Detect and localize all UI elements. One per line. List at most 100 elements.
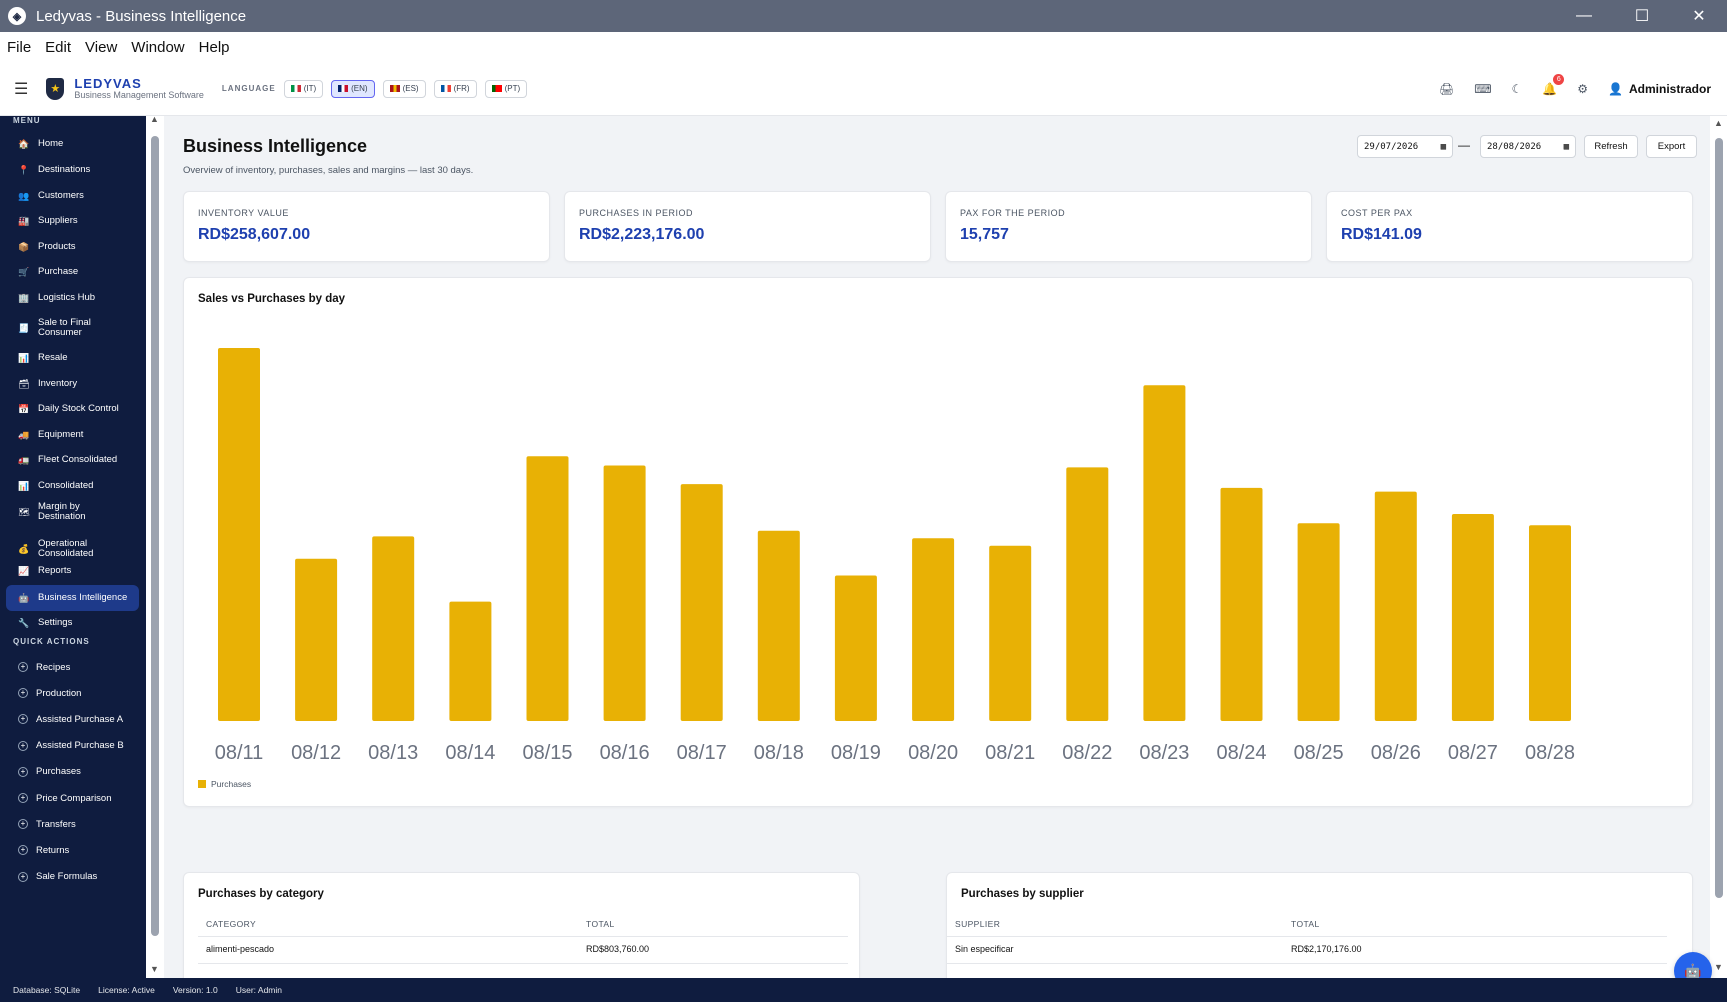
sidebar-item-fleet-consolidated[interactable]: 🚛 Fleet Consolidated: [6, 450, 139, 470]
quick-action-transfers[interactable]: + Transfers: [6, 814, 139, 834]
sidebar-item-label: Purchase: [38, 266, 79, 278]
sidebar-item-margin-by-destination[interactable]: 🗺 Margin by Destination: [6, 502, 139, 522]
bar-08-19[interactable]: [834, 575, 877, 722]
language-button-pt[interactable]: (PT): [484, 79, 528, 98]
users-icon: 👥: [18, 190, 30, 201]
sidebar-item-daily-stock-control[interactable]: 📅 Daily Stock Control: [6, 399, 139, 419]
calendar-icon[interactable]: ▦: [1440, 141, 1446, 152]
chart-legend[interactable]: Purchases: [198, 779, 251, 789]
language-button-es[interactable]: (ES): [382, 79, 426, 98]
bar-chart-icon: 📊: [18, 480, 30, 491]
maximize-button[interactable]: ☐: [1634, 8, 1650, 25]
sidebar-item-business-intelligence[interactable]: 🤖 Business Intelligence: [6, 585, 139, 611]
menu-view[interactable]: View: [85, 38, 118, 56]
bar-08-15[interactable]: [526, 456, 569, 721]
sidebar-item-destinations[interactable]: 📍 Destinations: [6, 160, 139, 180]
page-subtitle: Overview of inventory, purchases, sales …: [183, 165, 474, 176]
scroll-down-arrow-icon[interactable]: ▼: [1714, 962, 1723, 972]
menu-help[interactable]: Help: [198, 38, 230, 56]
column-header-supplier[interactable]: SUPPLIER: [955, 919, 1001, 929]
quick-action-assisted-purchase-a[interactable]: + Assisted Purchase A: [6, 709, 139, 729]
date-to-input[interactable]: 28/08/2026 ▦: [1480, 135, 1576, 158]
calendar-icon[interactable]: ▦: [1563, 141, 1569, 152]
bar-08-12[interactable]: [295, 558, 338, 721]
bar-08-27[interactable]: [1451, 514, 1494, 721]
language-button-it[interactable]: (IT): [283, 79, 324, 98]
quick-action-price-comparison[interactable]: + Price Comparison: [6, 788, 139, 808]
sidebar-item-sale-to-final-consumer[interactable]: 🧾 Sale to Final Consumer: [6, 313, 139, 343]
quick-action-returns[interactable]: + Returns: [6, 840, 139, 860]
sidebar-item-home[interactable]: 🏠 Home: [6, 134, 139, 154]
bar-08-25[interactable]: [1297, 523, 1340, 721]
print-icon[interactable]: 🖨: [1438, 82, 1455, 96]
sidebar-scrollbar[interactable]: ▲ ▼: [146, 114, 164, 978]
sales-purchases-chart: 08/11 08/12 08/13 08/14 08/15 08/16 08/17 08/18…: [215, 348, 1575, 764]
hamburger-menu-icon[interactable]: ☰: [14, 80, 29, 98]
bar-08-16[interactable]: [603, 465, 646, 722]
moon-icon[interactable]: ☾: [1511, 82, 1523, 96]
bar-08-14[interactable]: [449, 601, 492, 721]
menu-window[interactable]: Window: [131, 38, 185, 56]
sidebar-item-customers[interactable]: 👥 Customers: [6, 186, 139, 206]
scroll-down-arrow-icon[interactable]: ▼: [150, 964, 159, 974]
bar-08-26[interactable]: [1374, 491, 1417, 721]
minimize-button[interactable]: —: [1576, 7, 1592, 24]
language-button-fr[interactable]: (FR): [433, 79, 477, 98]
sidebar-scroll-thumb[interactable]: [151, 136, 159, 936]
column-header-total[interactable]: TOTAL: [1291, 919, 1320, 929]
sidebar-item-suppliers[interactable]: 🏭 Suppliers: [6, 211, 139, 231]
column-header-total[interactable]: TOTAL: [586, 919, 615, 929]
menu-file[interactable]: File: [7, 38, 32, 56]
sidebar-item-purchase[interactable]: 🛒 Purchase: [6, 262, 139, 282]
quick-action-assisted-purchase-b[interactable]: + Assisted Purchase B: [6, 736, 139, 756]
menu-bar: File Edit View Window Help: [0, 32, 1727, 62]
plus-circle-icon: +: [18, 662, 28, 672]
sidebar-item-equipment[interactable]: 🚚 Equipment: [6, 425, 139, 445]
scroll-up-arrow-icon[interactable]: ▲: [1714, 118, 1723, 128]
gear-icon[interactable]: ⚙: [1577, 82, 1589, 96]
kpi-card-purchases: PURCHASES IN PERIOD RD$2,223,176.00: [564, 191, 931, 262]
user-menu[interactable]: 👤 Administrador: [1608, 82, 1711, 96]
bar-08-24[interactable]: [1220, 487, 1263, 721]
bar-08-17[interactable]: [680, 484, 723, 721]
quick-action-recipes[interactable]: + Recipes: [6, 657, 139, 677]
quick-action-label: Sale Formulas: [36, 871, 98, 883]
sidebar-item-inventory[interactable]: 🗃 Inventory: [6, 374, 139, 394]
column-header-category[interactable]: CATEGORY: [206, 919, 257, 929]
language-button-en[interactable]: (EN): [331, 79, 375, 98]
date-from-input[interactable]: 29/07/2026 ▦: [1357, 135, 1453, 158]
sidebar-item-operational-consolidated[interactable]: 💰 Operational Consolidated: [6, 534, 139, 564]
sidebar-item-logistics-hub[interactable]: 🏢 Logistics Hub: [6, 288, 139, 308]
quick-action-label: Returns: [36, 844, 70, 856]
quick-action-purchases[interactable]: + Purchases: [6, 762, 139, 782]
bell-icon[interactable]: 🔔 6: [1542, 74, 1565, 96]
keyboard-icon[interactable]: ⌨: [1474, 82, 1492, 96]
scroll-up-arrow-icon[interactable]: ▲: [150, 114, 159, 124]
bar-08-18[interactable]: [757, 530, 800, 721]
bar-08-20[interactable]: [912, 538, 955, 721]
sidebar-item-settings[interactable]: 🔧 Settings: [6, 613, 139, 633]
quick-action-sale-formulas[interactable]: + Sale Formulas: [6, 867, 139, 887]
sidebar-item-products[interactable]: 📦 Products: [6, 237, 139, 257]
quick-action-production[interactable]: + Production: [6, 683, 139, 703]
bar-08-21[interactable]: [989, 545, 1032, 721]
sidebar-item-label: Destinations: [38, 164, 91, 176]
close-button[interactable]: ✕: [1692, 8, 1706, 25]
refresh-button[interactable]: Refresh: [1584, 135, 1638, 158]
bar-08-13[interactable]: [372, 536, 415, 721]
bar-08-23[interactable]: [1143, 385, 1186, 721]
legend-swatch: [198, 780, 206, 788]
wrench-icon: 🔧: [18, 617, 30, 628]
sidebar-item-reports[interactable]: 📈 Reports: [6, 561, 139, 581]
bar-08-28[interactable]: [1529, 525, 1571, 721]
main-scrollbar[interactable]: ▲ ▼: [1710, 116, 1727, 978]
export-button[interactable]: Export: [1646, 135, 1697, 158]
menu-edit[interactable]: Edit: [45, 38, 72, 56]
bar-08-11[interactable]: [218, 348, 260, 721]
main-scroll-thumb[interactable]: [1715, 138, 1723, 898]
bar-08-22[interactable]: [1066, 467, 1109, 721]
x-tick-label: 08/16: [600, 742, 650, 764]
sidebar-item-consolidated[interactable]: 📊 Consolidated: [6, 476, 139, 496]
sidebar-item-resale[interactable]: 📊 Resale: [6, 348, 139, 368]
quick-action-label: Transfers: [36, 818, 76, 830]
